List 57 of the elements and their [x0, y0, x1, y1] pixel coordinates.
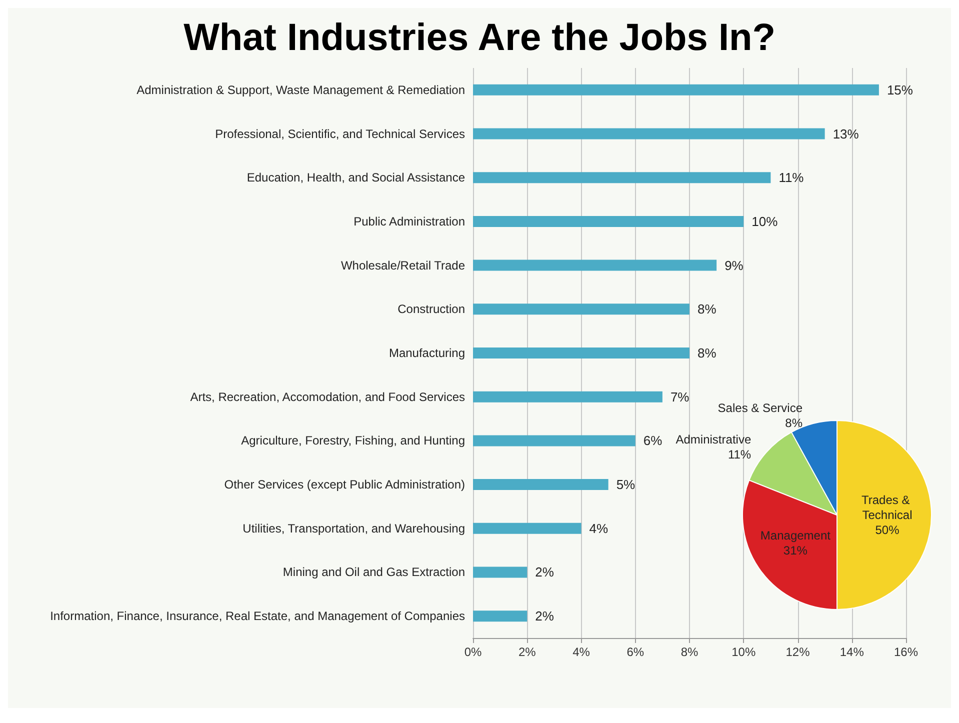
bar [473, 348, 690, 358]
x-tick-label: 10% [732, 645, 756, 659]
bar [473, 84, 879, 96]
data-label: 11% [778, 170, 804, 186]
data-label: 8% [785, 416, 803, 430]
y-tick-label: Wholesale/Retail Trade [340, 258, 466, 272]
data-label: 8% [698, 346, 717, 360]
bar [473, 391, 662, 402]
bar [473, 610, 528, 622]
bar [473, 216, 744, 227]
bar [473, 479, 608, 490]
data-label: 31% [783, 544, 808, 558]
data-label: 2% [535, 564, 554, 580]
data-label: 10% [752, 214, 778, 229]
data-label: 15% [886, 82, 914, 98]
y-tick-label: Construction [398, 302, 465, 316]
data-label: 7% [670, 389, 690, 404]
y-tick-label: Information, Finance, Insurance, Real Estate, and Management of Companies [50, 609, 465, 624]
y-tick-label: Utilities, Transportation, and Warehousing [242, 521, 465, 536]
y-tick-label: Mining and Oil and Gas Extraction [282, 565, 465, 580]
slice-label: Administrative [676, 432, 752, 447]
y-tick-label: Education, Health, and Social Assistance [246, 170, 466, 185]
data-label: 13% [832, 126, 860, 142]
x-tick-label: 0% [464, 645, 482, 659]
bar [473, 522, 582, 534]
data-label: 2% [535, 608, 554, 624]
x-tick-label: 8% [680, 645, 698, 659]
y-tick-label: Arts, Recreation, Accomodation, and Food Services [190, 390, 465, 404]
x-tick-label: 6% [626, 645, 644, 659]
y-tick-label: Administration & Support, Waste Management & Remediation [136, 82, 465, 97]
x-tick-label: 4% [572, 645, 590, 659]
data-label: 5% [616, 477, 636, 492]
x-tick-label: 2% [518, 645, 536, 659]
bar [473, 435, 636, 446]
bar [473, 304, 690, 315]
data-label: 11% [728, 448, 752, 462]
chart-title: What Industries Are the Jobs In? [184, 17, 776, 59]
slice-label: Management [760, 528, 832, 543]
data-label: 4% [589, 520, 608, 536]
x-tick-label: 16% [894, 645, 918, 659]
data-label: 6% [643, 433, 663, 448]
slice-label: Trades & Technical [861, 493, 914, 522]
y-tick-label: Other Services (except Public Administration) [224, 478, 465, 492]
bar [473, 260, 717, 271]
data-label: 8% [698, 302, 717, 317]
slice-label: Sales & Service [718, 401, 803, 416]
y-tick-label: Professional, Scientific, and Technical Services [215, 126, 465, 141]
y-tick-label: Public Administration [354, 214, 465, 228]
bar [473, 566, 528, 578]
data-label: 50% [875, 523, 900, 537]
x-tick-label: 14% [840, 645, 864, 659]
bar [473, 128, 825, 140]
y-tick-label: Manufacturing [388, 346, 465, 360]
data-label: 9% [724, 258, 744, 273]
y-tick-label: Agriculture, Forestry, Fishing, and Hunting [241, 434, 465, 448]
x-tick-label: 12% [786, 645, 810, 659]
bar [473, 172, 771, 184]
